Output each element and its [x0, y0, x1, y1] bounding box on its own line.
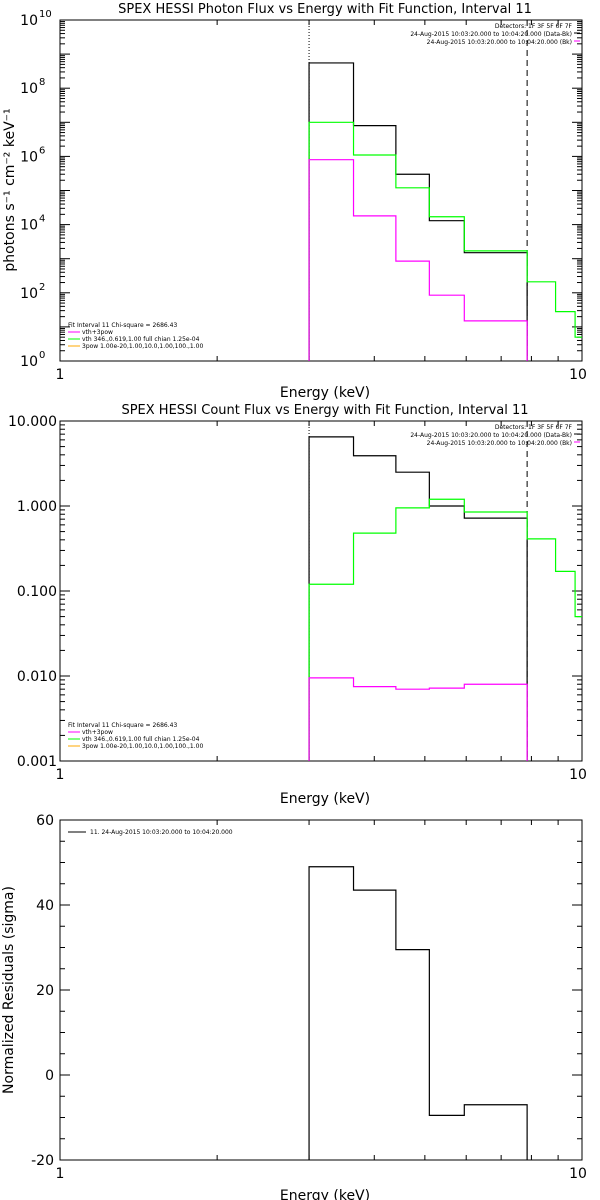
annotation-fit-line: vth+3pow — [82, 729, 113, 736]
count-flux-xlabel: Energy (keV) — [280, 791, 370, 807]
y-tick-label: 0.010 — [17, 669, 57, 685]
legend-label: 11. 24-Aug-2015 10:03:20.000 to 10:04:20… — [90, 829, 233, 836]
residuals-xlabel: Energy (keV) — [280, 1188, 370, 1200]
series-vth-3pow — [308, 159, 528, 361]
series-vth — [308, 121, 582, 361]
y-tick-label-exponent: 0 — [39, 350, 45, 361]
y-tick-label: 1.000 — [17, 499, 57, 515]
x-tick-label: 1 — [56, 367, 65, 383]
y-tick-label-exponent: 6 — [39, 145, 45, 156]
annotation-fit-line: vth+3pow — [82, 329, 113, 336]
y-tick-label: -20 — [31, 1153, 54, 1169]
series-vth-3pow — [308, 677, 528, 761]
annotation-fit-line: 3pow 1.00e-20,1.00,10.0,1.00,100.,1.00 — [82, 743, 203, 750]
y-tick-label-exponent: 2 — [39, 282, 45, 293]
y-tick-label-exponent: 8 — [39, 77, 45, 88]
count-flux-plot-area: 1 10 0.001 0.010 0.100 1.000 10.000 Detectors: … — [8, 414, 587, 783]
photon-flux-ylabel: photons s⁻¹ cm⁻² keV⁻¹ — [2, 108, 18, 271]
photon-flux-frame — [59, 19, 583, 362]
photon-flux-title: SPEX HESSI Photon Flux vs Energy with Fi… — [118, 2, 532, 17]
y-tick-label-exponent: 10 — [39, 9, 52, 20]
series-11-24-aug-2015-10-03-20-000-to-10-04-20-000 — [308, 866, 528, 1160]
residuals-frame — [59, 819, 583, 1161]
photon-flux-xlabel: Energy (keV) — [280, 385, 370, 401]
annotation-detector-line: Detectors: 1F 3F 5F 6F 7F — [495, 424, 573, 431]
count-flux-panel: SPEX HESSI Count Flux vs Energy with Fit… — [8, 403, 587, 807]
annotation-detector-line: 24-Aug-2015 10:03:20.000 to 10:04:20.000… — [427, 39, 572, 46]
series-vth — [308, 498, 582, 761]
annotation-fit-line: vth 346.,0.619,1.00 full chian 1.25e-04 — [82, 336, 200, 343]
y-tick-label-exponent: 4 — [39, 214, 45, 225]
annotation-detector-line: 24-Aug-2015 10:03:20.000 to 10:04:20.000… — [410, 31, 572, 38]
y-tick-label: 60 — [36, 813, 54, 829]
x-tick-label: 10 — [569, 367, 587, 383]
y-tick-label: 0.001 — [17, 754, 57, 770]
x-tick-label: 1 — [56, 1166, 65, 1182]
y-tick-label: 20 — [36, 983, 54, 999]
annotation-detector-line: Detectors: 1F 3F 5F 6F 7F — [495, 23, 573, 30]
y-tick-label: 0 — [45, 1068, 54, 1084]
series-data-bk — [308, 436, 528, 761]
y-tick-label: 0.100 — [17, 584, 57, 600]
count-flux-title: SPEX HESSI Count Flux vs Energy with Fit… — [121, 403, 528, 418]
residuals-ylabel: Normalized Residuals (sigma) — [1, 886, 17, 1094]
y-tick-label: 10 — [20, 149, 38, 165]
x-tick-label: 1 — [56, 767, 65, 783]
y-tick-label: 40 — [36, 898, 54, 914]
x-tick-label: 10 — [569, 1166, 587, 1182]
y-tick-label: 10 — [20, 81, 38, 97]
y-tick-label: 10 — [20, 218, 38, 234]
y-tick-label: 10 — [20, 354, 38, 370]
annotation-fit-line: vth 346.,0.619,1.00 full chian 1.25e-04 — [82, 736, 200, 743]
series-data-bk — [308, 62, 528, 361]
annotation-fit-line: Fit Interval 11 Chi-square = 2686.43 — [68, 322, 177, 329]
annotation-fit-line: 3pow 1.00e-20,1.00,10.0,1.00,100.,1.00 — [82, 343, 203, 350]
y-tick-label: 10.000 — [8, 414, 57, 430]
x-tick-label: 10 — [569, 767, 587, 783]
photon-flux-panel: SPEX HESSI Photon Flux vs Energy with Fi… — [2, 2, 587, 401]
residuals-plot-area: 1 10 -20 0 20 40 60 11. 24-Aug-2015 10:03:20.00… — [31, 813, 587, 1182]
annotation-detector-line: 24-Aug-2015 10:03:20.000 to 10:04:20.000… — [410, 432, 572, 439]
residuals-panel: 1 10 -20 0 20 40 60 11. 24-Aug-2015 10:03:20.00… — [1, 813, 587, 1200]
count-flux-frame — [59, 420, 583, 762]
annotation-fit-line: Fit Interval 11 Chi-square = 2686.43 — [68, 722, 177, 729]
y-tick-label: 10 — [20, 286, 38, 302]
y-tick-label: 10 — [20, 13, 38, 29]
annotation-detector-line: 24-Aug-2015 10:03:20.000 to 10:04:20.000… — [427, 440, 572, 447]
